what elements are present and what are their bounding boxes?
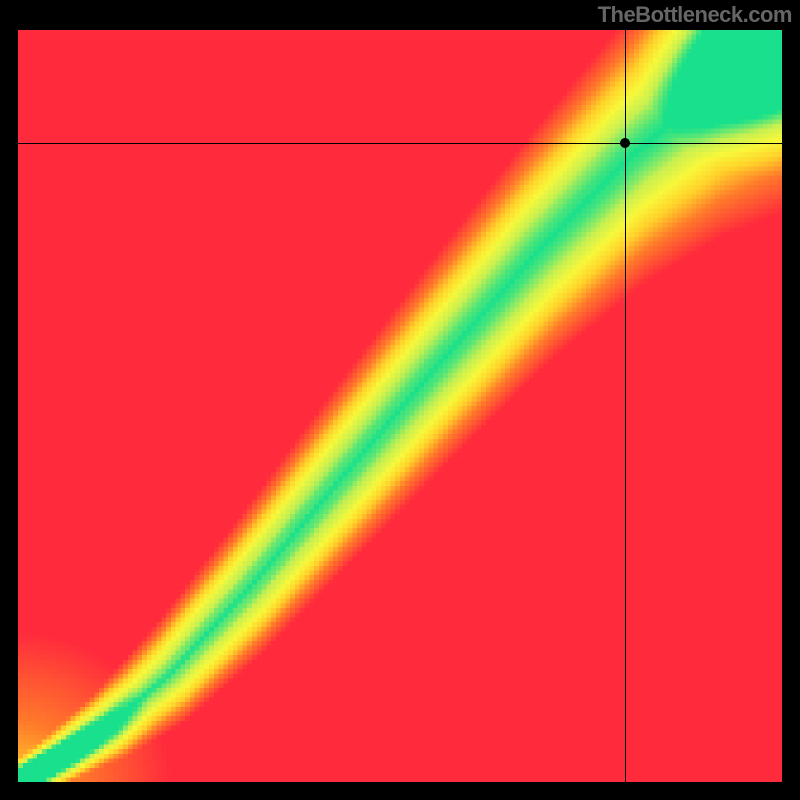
crosshair-horizontal — [18, 143, 782, 144]
selected-point-marker — [620, 138, 630, 148]
watermark-text: TheBottleneck.com — [598, 2, 792, 28]
chart-container: TheBottleneck.com — [0, 0, 800, 800]
